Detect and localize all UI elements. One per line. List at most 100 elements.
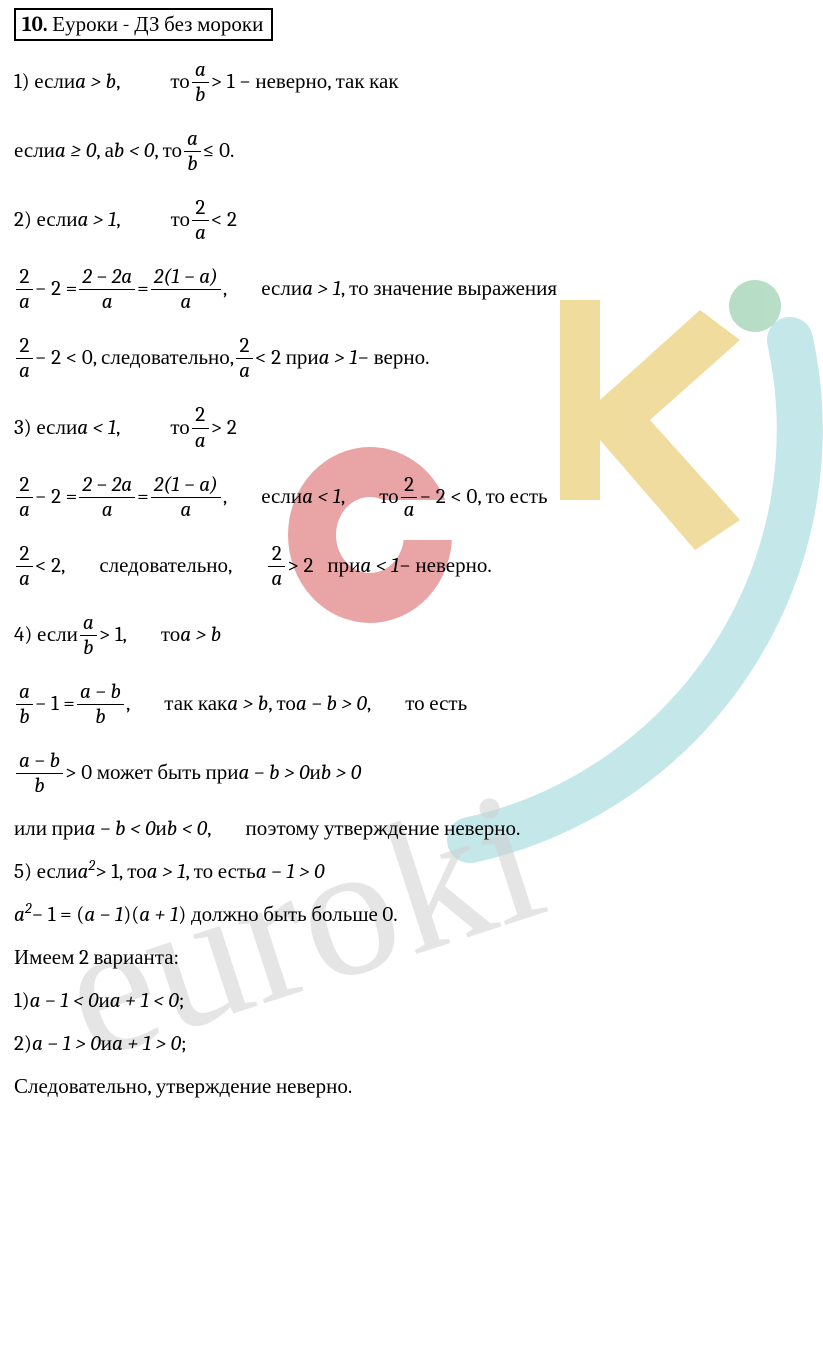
den: a [177, 499, 194, 521]
den: b [31, 775, 47, 797]
sup: 2 [88, 857, 95, 874]
math: a > b [180, 625, 221, 646]
fraction: 2 a [268, 543, 285, 590]
num: a [184, 128, 201, 150]
num: 2 [269, 543, 285, 565]
txt: − 2 < 0, следовательно, [35, 348, 234, 369]
fraction: a b [16, 681, 33, 728]
txt: ; [179, 991, 185, 1012]
txt: < 2, [35, 556, 65, 577]
num: 2(1 − a) [151, 266, 221, 288]
den: a [99, 291, 116, 313]
txt: < 2 при [255, 348, 319, 369]
txt: ) должно быть больше 0. [178, 905, 397, 926]
txt: то [171, 210, 190, 231]
line-5: 2 a − 2 < 0, следовательно, 2 a < 2 при … [14, 335, 809, 382]
den: b [92, 706, 108, 728]
fraction: 2 a [401, 474, 418, 521]
math: b > 0 [321, 763, 361, 784]
num: a − b [16, 750, 63, 772]
num: 2 [192, 404, 208, 426]
txt: > 1 − неверно, так как [211, 72, 399, 93]
den: a [401, 499, 418, 521]
den: a [16, 291, 33, 313]
txt: и [101, 1034, 112, 1055]
txt: = [137, 487, 149, 508]
math: a − b < 0 [85, 819, 156, 840]
document-content: 10. Еуроки - ДЗ без мороки 1) если a > b… [0, 0, 823, 1134]
math: a − 1 < 0 [30, 991, 99, 1012]
line-4: 2 a − 2 = 2 − 2a a = 2(1 − a) a , если a… [14, 266, 809, 313]
txt: , [116, 210, 120, 231]
fraction: a − b b [77, 681, 124, 728]
fraction: 2 − 2a a [79, 474, 135, 521]
fraction: 2(1 − a) a [151, 474, 221, 521]
txt: − неверно. [399, 556, 492, 577]
den: a [177, 291, 194, 313]
math: b < 0 [114, 141, 154, 162]
line-15: Имеем 2 варианта: [14, 948, 809, 969]
txt: , то есть [185, 862, 255, 883]
txt: > 1, [99, 625, 127, 646]
txt: , а [96, 141, 114, 162]
fraction: 2 a [16, 266, 33, 313]
math: a > b [227, 694, 268, 715]
line-18: Следовательно, утверждение неверно. [14, 1077, 809, 1098]
txt: , то [154, 141, 182, 162]
txt: > 2 [287, 556, 313, 577]
fraction: 2 a [16, 335, 33, 382]
math: a > 1 [319, 348, 358, 369]
line-17: 2) a − 1 > 0 и a + 1 > 0 ; [14, 1034, 809, 1055]
txt: , [116, 418, 120, 439]
problem-number: 10. [22, 13, 48, 37]
line-8: 2 a < 2, следовательно, 2 a > 2 при a < … [14, 543, 809, 590]
num: 2 [16, 543, 32, 565]
math: a2 [14, 905, 32, 926]
math: a − b > 0 [296, 694, 367, 715]
txt: так как [164, 694, 227, 715]
fraction: 2 a [236, 335, 253, 382]
fraction: a b [184, 128, 201, 175]
txt: − 1 = [35, 694, 75, 715]
txt: 1) если [14, 72, 75, 93]
line-10: a b − 1 = a − b b , так как a > b , то a… [14, 681, 809, 728]
txt: , [367, 694, 371, 715]
txt: 3) если [14, 418, 77, 439]
txt: 2) [14, 1034, 32, 1055]
line-1: 1) если a > b , то a b > 1 − неверно, та… [14, 59, 809, 106]
math: a2 [78, 862, 96, 883]
num: 2 − 2a [79, 474, 135, 496]
txt: 2) если [14, 210, 77, 231]
fraction: a b [80, 612, 97, 659]
math: a + 1 < 0 [110, 991, 179, 1012]
txt: − 2 = [35, 279, 77, 300]
line-13: 5) если a2 > 1, то a > 1 , то есть a − 1… [14, 862, 809, 883]
txt: 1) [14, 991, 30, 1012]
txt: Имеем 2 варианта: [14, 948, 179, 969]
txt: , [341, 487, 345, 508]
txt: 4) если [14, 625, 78, 646]
num: 2 [16, 474, 32, 496]
math: a > 1 [147, 862, 186, 883]
txt: или при [14, 819, 85, 840]
den: a [99, 499, 116, 521]
txt: ≤ 0. [203, 141, 234, 162]
txt: )( [123, 905, 139, 926]
txt: − 2 = [35, 487, 77, 508]
num: a [16, 681, 33, 703]
num: a [192, 59, 209, 81]
math: a > 1 [77, 210, 116, 231]
txt: следовательно, [99, 556, 232, 577]
txt: > 2 [211, 418, 237, 439]
title-box: 10. Еуроки - ДЗ без мороки [14, 8, 273, 41]
txt: > 0 может быть при [65, 763, 239, 784]
math: a ≥ 0 [55, 141, 96, 162]
base: a [78, 860, 89, 884]
txt: поэтому утверждение неверно. [245, 819, 520, 840]
txt: , [126, 694, 130, 715]
math: a > b [75, 72, 116, 93]
num: a [80, 612, 97, 634]
line-16: 1) a − 1 < 0 и a + 1 < 0 ; [14, 991, 809, 1012]
txt: и [309, 763, 320, 784]
txt: , [116, 72, 120, 93]
